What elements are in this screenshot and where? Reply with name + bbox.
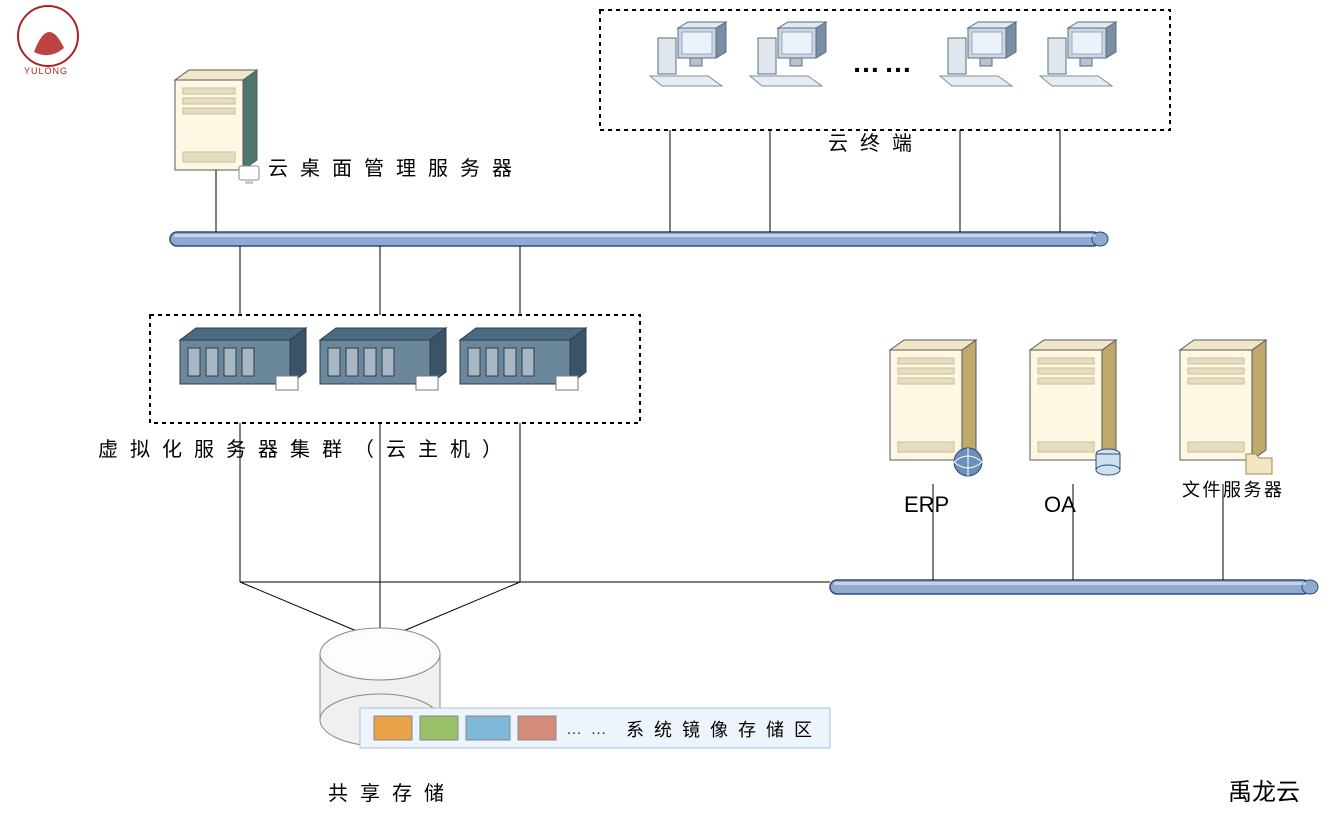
server-tower [890,340,982,476]
terminal-pc [750,22,826,86]
server-tower [1180,340,1272,474]
rack-server [320,328,446,390]
svg-text:……: …… [852,47,916,78]
svg-text:系统镜像存储区: 系统镜像存储区 [626,720,822,740]
terminal-pc [1040,22,1116,86]
svg-text:… …: … … [566,721,608,738]
diagram-canvas: YULONG 云桌面管理服务器 …… 云终端虚拟化服务器集群（云主机） ERP OA 文件服… [0,0,1334,832]
svg-text:文件服务器: 文件服务器 [1182,480,1292,500]
svg-text:OA: OA [1044,492,1076,517]
watermark: 禹龙云 [1228,779,1300,806]
terminal-pc [650,22,726,86]
rack-server [180,328,306,390]
svg-text:共享存储: 共享存储 [328,782,456,805]
network-bus [830,580,1318,594]
svg-text:虚拟化服务器集群（云主机）: 虚拟化服务器集群（云主机） [98,438,514,461]
server-tower [175,70,259,184]
server-tower [1030,340,1120,475]
svg-text:云桌面管理服务器: 云桌面管理服务器 [268,157,524,180]
svg-text:ERP: ERP [904,492,949,517]
svg-text:云终端: 云终端 [828,132,924,155]
logo: YULONG [18,6,78,76]
rack-server [460,328,586,390]
terminal-pc [940,22,1016,86]
network-bus [170,232,1108,246]
svg-text:YULONG: YULONG [24,66,68,76]
